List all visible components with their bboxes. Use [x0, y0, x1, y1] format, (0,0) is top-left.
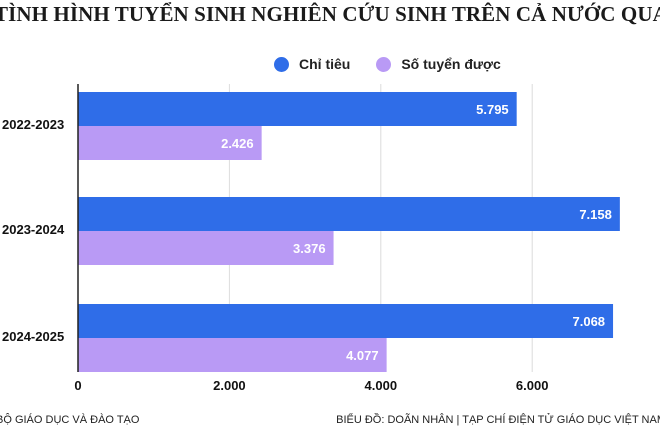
bar-1-1	[78, 231, 334, 265]
data-label-0-0: 5.795	[476, 102, 509, 117]
x-tick-label-1: 2.000	[213, 378, 246, 393]
bar-0-0	[78, 92, 517, 126]
x-tick-label-2: 4.000	[365, 378, 398, 393]
legend-item-chi-tieu: Chỉ tiêu	[274, 56, 350, 72]
legend-dot-so-tuyen-icon	[376, 56, 392, 72]
bar-0-2	[78, 304, 614, 338]
data-label-1-0: 2.426	[221, 136, 254, 151]
data-label-1-2: 4.077	[346, 348, 379, 363]
chart-title: TÌNH HÌNH TUYỂN SINH NGHIÊN CỨU SINH TRÊ…	[0, 2, 660, 26]
legend-label-so-tuyen: Số tuyển được	[401, 56, 501, 72]
bar-0-1	[78, 197, 620, 231]
category-label-2: 2024-2025	[2, 329, 64, 344]
category-label-1: 2023-2024	[2, 222, 65, 237]
bar-1-2	[78, 338, 387, 372]
category-label-0: 2022-2023	[2, 117, 64, 132]
legend-item-so-tuyen: Số tuyển được	[376, 56, 501, 72]
legend: Chỉ tiêu Số tuyển được	[274, 56, 501, 72]
data-label-0-1: 7.158	[579, 207, 612, 222]
data-label-0-2: 7.068	[573, 314, 606, 329]
bar-1-0	[78, 126, 262, 160]
x-tick-label-0: 0	[74, 378, 81, 393]
legend-label-chi-tieu: Chỉ tiêu	[299, 56, 351, 72]
source-right: BIỂU ĐỒ: DOÃN NHÂN | TẠP CHÍ ĐIỆN TỬ GIÁ…	[336, 414, 660, 426]
data-label-1-1: 3.376	[293, 241, 326, 256]
source-left: BỘ GIÁO DỤC VÀ ĐÀO TẠO	[0, 414, 140, 426]
legend-dot-chi-tieu-icon	[274, 56, 289, 72]
x-tick-label-3: 6.000	[516, 378, 549, 393]
